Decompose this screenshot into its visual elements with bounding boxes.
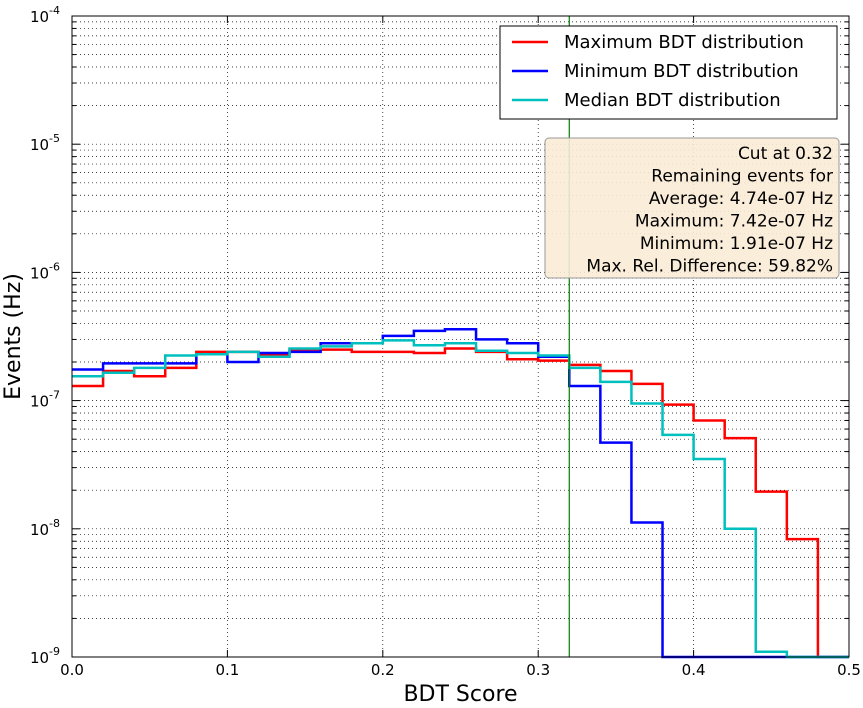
legend-box (499, 25, 838, 120)
x-tick-label: 0.0 (60, 661, 84, 679)
info-box-line: Average: 4.74e-07 Hz (649, 189, 833, 209)
info-box-line: Maximum: 7.42e-07 Hz (635, 212, 833, 232)
legend-label: Minimum BDT distribution (564, 61, 799, 82)
info-box-line: Minimum: 1.91e-07 Hz (640, 234, 833, 254)
y-tick-label: 10-4 (30, 4, 60, 26)
y-tick-label: 10-5 (30, 132, 60, 154)
cut-info-box: Cut at 0.32 Remaining events forAverage: … (544, 137, 840, 279)
x-tick-label: 0.4 (682, 661, 706, 679)
plot-frame (71, 15, 850, 658)
legend: Maximum BDT distribution Minimum BDT dist… (499, 25, 838, 120)
axis-ticks: 0.0 0.1 0.2 0.3 0.4 0.5 10-9 10-8 10-7 10-6 10-5 10… (30, 4, 861, 679)
y-tick-label: 10-9 (30, 645, 60, 667)
y-tick-label: 10-7 (30, 389, 60, 411)
series-line-3 (72, 339, 849, 659)
legend-label: Maximum BDT distribution (564, 32, 804, 53)
info-box-line: Max. Rel. Difference: 59.82% (586, 257, 833, 277)
x-tick-label: 0.5 (837, 661, 861, 679)
series-line-1 (72, 347, 849, 659)
info-box-line: Remaining events for (651, 167, 833, 187)
info-box-line: Cut at 0.32 (738, 144, 833, 164)
info-box-background (544, 137, 840, 279)
x-axis-label: BDT Score (403, 682, 517, 707)
x-tick-label: 0.1 (215, 661, 239, 679)
y-tick-label: 10-8 (30, 517, 60, 539)
series-layer (72, 328, 849, 659)
x-tick-label: 0.3 (526, 661, 550, 679)
y-tick-label: 10-6 (30, 260, 60, 282)
series-line-2 (72, 328, 849, 659)
x-tick-label: 0.2 (371, 661, 395, 679)
y-axis-label: Events (Hz) (1, 273, 26, 400)
grid-lines (71, 16, 850, 658)
legend-label: Median BDT distribution (564, 90, 781, 111)
